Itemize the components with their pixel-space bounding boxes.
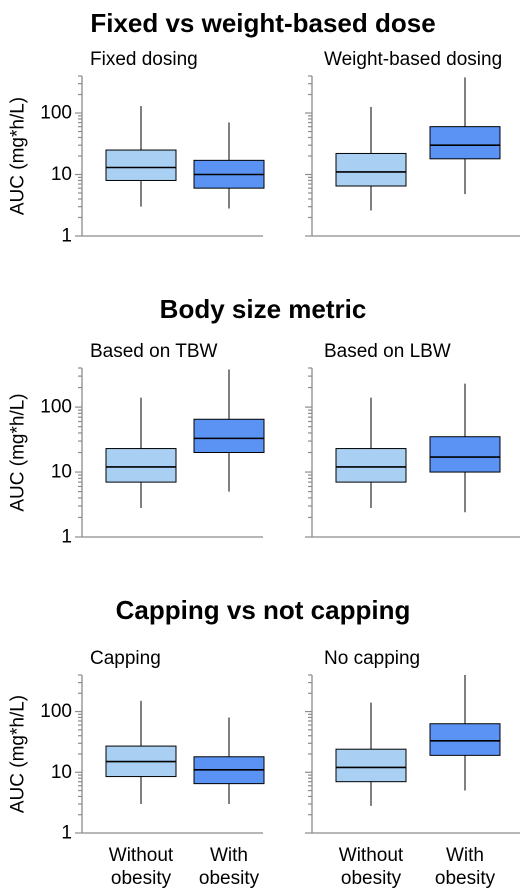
y-tick-label: 10 xyxy=(51,462,72,483)
box-iqr xyxy=(429,126,501,160)
panel-title: Capping xyxy=(90,648,161,669)
y-tick-label: 100 xyxy=(40,701,72,722)
x-category-label: With xyxy=(210,845,248,866)
x-category-label: Without xyxy=(339,845,404,866)
y-axis-label: AUC (mg*h/L) xyxy=(8,393,29,511)
y-tick-label: 10 xyxy=(51,164,72,185)
y-axis-label: AUC (mg*h/L) xyxy=(8,695,29,813)
y-tick-label: 100 xyxy=(40,397,72,418)
box-iqr xyxy=(429,436,501,473)
panel-title: Based on LBW xyxy=(324,341,451,362)
panel-title: Based on TBW xyxy=(90,341,218,362)
panel-title: No capping xyxy=(324,648,420,669)
x-category-label: obesity xyxy=(111,868,172,889)
panel-title: Fixed dosing xyxy=(90,49,198,70)
box-iqr xyxy=(105,149,177,181)
box-iqr xyxy=(193,418,265,454)
y-axis-label: AUC (mg*h/L) xyxy=(8,97,29,215)
y-tick-label: 1 xyxy=(61,823,72,844)
box-iqr xyxy=(335,748,407,783)
x-category-label: With xyxy=(446,845,484,866)
x-category-label: obesity xyxy=(435,868,496,889)
section-title: Fixed vs weight-based dose xyxy=(90,8,435,38)
y-tick-label: 1 xyxy=(61,226,72,247)
x-category-label: obesity xyxy=(341,868,402,889)
section-title: Body size metric xyxy=(160,294,367,324)
y-tick-label: 100 xyxy=(40,103,72,124)
panel-title: Weight-based dosing xyxy=(324,49,502,70)
x-category-label: Without xyxy=(109,845,174,866)
x-category-label: obesity xyxy=(199,868,260,889)
section-title: Capping vs not capping xyxy=(116,595,411,625)
y-tick-label: 10 xyxy=(51,762,72,783)
box-iqr xyxy=(105,448,177,483)
box-iqr xyxy=(335,152,407,187)
box-iqr xyxy=(429,723,501,756)
box-iqr xyxy=(335,448,407,483)
y-tick-label: 1 xyxy=(61,527,72,548)
